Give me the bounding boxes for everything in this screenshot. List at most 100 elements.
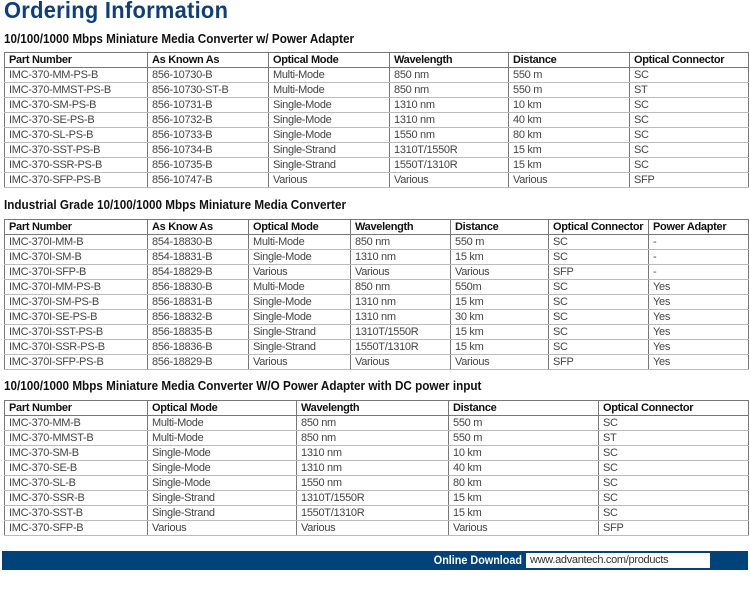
table-cell: 1310T/1550R (296, 490, 449, 506)
table-cell: IMC-370-SL-B (4, 475, 148, 491)
table-cell: 854-18830-B (147, 234, 249, 250)
table-row: IMC-370I-SSR-PS-B 856-18836-B Single-Stran… (4, 339, 749, 355)
table-cell: 850 nm (389, 67, 509, 83)
table-row: IMC-370I-SM-B 854-18831-B Single-Mode 1310 … (4, 249, 749, 265)
table-cell: SC (598, 445, 749, 461)
table-cell: SC (548, 324, 649, 340)
column-header: As Know As (147, 219, 249, 235)
table-row: IMC-370I-SE-PS-B 856-18832-B Single-Mode 13… (4, 309, 749, 325)
table-row: IMC-370I-SFP-PS-B 856-18829-B Various Vario… (4, 354, 749, 370)
table-row: IMC-370I-SM-PS-B 856-18831-B Single-Mode 13… (4, 294, 749, 310)
column-header: Part Number (4, 400, 148, 416)
table-cell: 40 km (508, 112, 630, 128)
table-cell: SFP (548, 264, 649, 280)
table-cell: 30 km (450, 309, 549, 325)
download-url-link[interactable]: www.advantech.com/products (526, 553, 710, 568)
table-cell: IMC-370I-SE-PS-B (4, 309, 148, 325)
table-cell: 80 km (508, 127, 630, 143)
table-cell: Yes (648, 309, 749, 325)
table-cell: Yes (648, 339, 749, 355)
table-cell: SC (548, 294, 649, 310)
table-cell: IMC-370-MM-B (4, 415, 148, 431)
table-cell: Multi-Mode (268, 82, 390, 98)
table-cell: 10 km (448, 445, 599, 461)
column-header: Distance (450, 219, 549, 235)
table-cell: IMC-370-SST-PS-B (4, 142, 148, 158)
table-cell: 15 km (450, 339, 549, 355)
table-cell: 1550T/1310R (350, 339, 451, 355)
table-cell: Single-Mode (147, 460, 297, 476)
table-cell: Various (248, 354, 351, 370)
column-header: Distance (508, 52, 630, 68)
table-row: IMC-370-SE-B Single-Mode 1310 nm 40 km SC (4, 460, 749, 476)
table-cell: Single-Strand (268, 157, 390, 173)
table-cell: SC (629, 67, 749, 83)
ordering-table-power-adapter: Part Number As Known As Optical Mode Wavele… (4, 52, 749, 188)
table-row: IMC-370-SST-B Single-Strand 1550T/1310R 15 … (4, 505, 749, 521)
table-cell: 854-18829-B (147, 264, 249, 280)
table-cell: 856-18829-B (147, 354, 249, 370)
table-cell: IMC-370-SE-B (4, 460, 148, 476)
table-cell: SC (548, 249, 649, 265)
table-cell: SC (598, 460, 749, 476)
table-cell: Yes (648, 324, 749, 340)
table-cell: ST (629, 82, 749, 98)
column-header: Optical Mode (268, 52, 390, 68)
table-cell: 856-10734-B (147, 142, 269, 158)
table-cell: 1550 nm (389, 127, 509, 143)
table-cell: IMC-370-SM-B (4, 445, 148, 461)
table-cell: Single-Mode (248, 309, 351, 325)
table-cell: Various (296, 520, 449, 536)
table-cell: 850 nm (350, 234, 451, 250)
table-cell: SC (629, 112, 749, 128)
table-row: IMC-370-SM-PS-B 856-10731-B Single-Mode 131… (4, 97, 749, 113)
table-row: IMC-370-MMST-PS-B 856-10730-ST-B Multi-Mod… (4, 82, 749, 98)
table-cell: Single-Mode (248, 249, 351, 265)
table-cell: 856-18832-B (147, 309, 249, 325)
table-cell: 550 m (448, 415, 599, 431)
table-header-row: Part Number As Known As Optical Mode Wavele… (4, 52, 749, 68)
table-row: IMC-370-SSR-B Single-Strand 1310T/1550R 15 … (4, 490, 749, 506)
table-cell: ST (598, 430, 749, 446)
table-cell: 15 km (448, 505, 599, 521)
page-title: Ordering Information (4, 0, 229, 23)
table-row: IMC-370-SM-B Single-Mode 1310 nm 10 km SC (4, 445, 749, 461)
table-cell: Various (350, 264, 451, 280)
table-cell: 850 nm (350, 279, 451, 295)
section-heading-power-adapter: 10/100/1000 Mbps Miniature Media Convert… (4, 31, 355, 46)
table-cell: SC (629, 97, 749, 113)
table-cell: SC (548, 279, 649, 295)
table-cell: SC (629, 127, 749, 143)
table-cell: SFP (598, 520, 749, 536)
table-cell: SC (598, 475, 749, 491)
ordering-table-dc-input: Part Number Optical Mode Wavelength Distanc… (4, 400, 749, 536)
table-cell: 1550 nm (296, 475, 449, 491)
table-cell: 856-10735-B (147, 157, 269, 173)
table-row: IMC-370-MM-B Multi-Mode 850 nm 550 m SC (4, 415, 749, 431)
table-cell: IMC-370I-SSR-PS-B (4, 339, 148, 355)
table-cell: Various (268, 172, 390, 188)
column-header: Optical Connector (629, 52, 749, 68)
table-cell: Single-Mode (147, 475, 297, 491)
column-header: Optical Connector (598, 400, 749, 416)
footer-bar: Online Download www.advantech.com/produc… (2, 551, 748, 570)
table-cell: 1310T/1550R (350, 324, 451, 340)
table-cell: 15 km (450, 324, 549, 340)
table-cell: 856-18831-B (147, 294, 249, 310)
table-cell: 1310 nm (389, 112, 509, 128)
ordering-table-industrial: Part Number As Know As Optical Mode Wavelen… (4, 219, 749, 370)
table-row: IMC-370-MMST-B Multi-Mode 850 nm 550 m ST (4, 430, 749, 446)
table-cell: 15 km (450, 294, 549, 310)
table-cell: Single-Mode (248, 294, 351, 310)
table-cell: SC (548, 234, 649, 250)
section-heading-industrial: Industrial Grade 10/100/1000 Mbps Miniat… (4, 197, 347, 212)
table-cell: 550 m (448, 430, 599, 446)
table-cell: Various (450, 354, 549, 370)
table-cell: Various (508, 172, 630, 188)
table-cell: 15 km (448, 490, 599, 506)
table-cell: - (648, 264, 749, 280)
column-header: Optical Mode (248, 219, 351, 235)
table-cell: Single-Strand (268, 142, 390, 158)
table-cell: Various (389, 172, 509, 188)
table-row: IMC-370I-SST-PS-B 856-18835-B Single-Stran… (4, 324, 749, 340)
